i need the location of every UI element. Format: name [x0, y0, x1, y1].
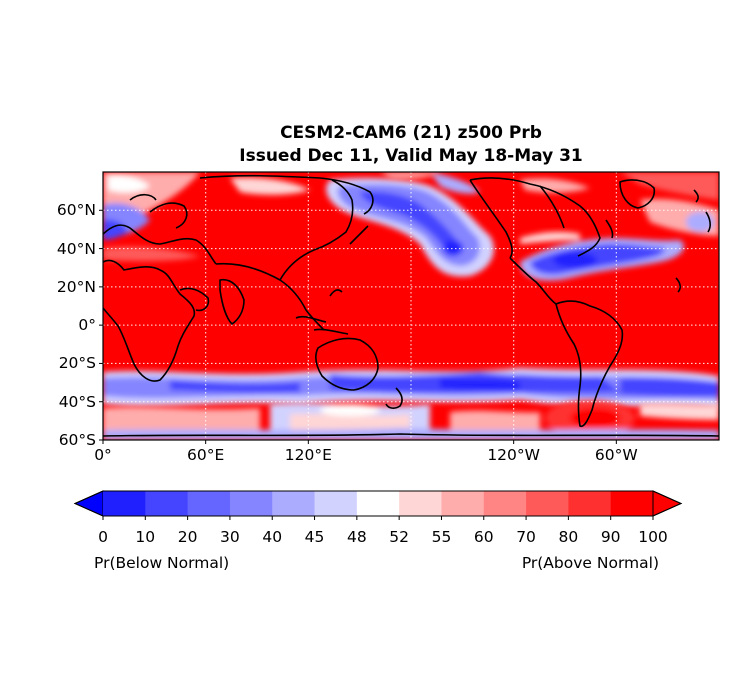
colorbar-tick-label: 80 — [558, 528, 579, 546]
colorbar-segment — [610, 491, 654, 516]
colorbar-tick-label: 55 — [431, 528, 452, 546]
colorbar-tick-label: 0 — [98, 528, 108, 546]
colorbar-tick-label: 52 — [389, 528, 410, 546]
colorbar-segment — [145, 491, 189, 516]
longitude-label: 120°E — [284, 446, 332, 464]
chart-title-line2: Issued Dec 11, Valid May 18-May 31 — [239, 146, 583, 166]
latitude-label: 20°S — [58, 354, 96, 373]
north-atlantic-below-normal — [520, 231, 684, 281]
colorbar — [73, 490, 683, 520]
colorbar-segment — [441, 491, 485, 516]
gridlines — [103, 172, 719, 440]
colorbar-tick-label: 40 — [262, 528, 283, 546]
high-latitude-mixed — [103, 172, 719, 262]
north-pacific-below-normal — [326, 172, 494, 277]
colorbar-segment — [272, 491, 316, 516]
longitude-label: 60°E — [187, 446, 225, 464]
longitude-label: 0° — [94, 446, 112, 464]
colorbar-extend-low — [73, 490, 104, 517]
colorbar-extend-high — [652, 490, 683, 517]
colorbar-tick-label: 48 — [346, 528, 367, 546]
colorbar-segment — [483, 491, 527, 516]
colorbar-segment — [103, 491, 146, 516]
longitude-label: 120°W — [487, 446, 540, 464]
map-frame — [102, 171, 720, 441]
latitude-tick-marks — [99, 209, 103, 441]
latitude-label: 60°S — [58, 431, 96, 449]
colorbar-tick-label: 100 — [638, 528, 668, 546]
colorbar-segment — [399, 491, 442, 516]
colorbar-segment — [229, 491, 273, 516]
map-field — [103, 172, 719, 440]
colorbar-segment — [568, 491, 612, 516]
colorbar-tick-label: 60 — [473, 528, 494, 546]
colorbar-segment — [314, 491, 358, 516]
colorbar-tick-label: 70 — [516, 528, 536, 546]
colorbar-tick-label: 45 — [304, 528, 325, 546]
latitude-label: 40°S — [58, 392, 96, 411]
latitude-label: 40°N — [56, 239, 96, 258]
longitude-tick-marks — [102, 440, 617, 444]
colorbar-tick-label: 90 — [600, 528, 621, 546]
colorbar-tick-label: 20 — [177, 528, 198, 546]
colorbar-segment — [526, 491, 569, 516]
colorbar-tick-label: 10 — [135, 528, 156, 546]
latitude-label: 0° — [78, 316, 96, 335]
chart-title-line1: CESM2-CAM6 (21) z500 Prb — [280, 123, 542, 143]
coastlines — [103, 174, 719, 437]
latitude-label: 60°N — [56, 201, 96, 220]
colorbar-segment — [356, 491, 400, 516]
longitude-label: 60°W — [594, 446, 638, 464]
below-normal-label: Pr(Below Normal) — [94, 554, 230, 572]
colorbar-segment — [187, 491, 231, 516]
colorbar-tick-label: 30 — [220, 528, 240, 546]
above-normal-label: Pr(Above Normal) — [521, 554, 659, 572]
latitude-label: 20°N — [56, 277, 96, 296]
